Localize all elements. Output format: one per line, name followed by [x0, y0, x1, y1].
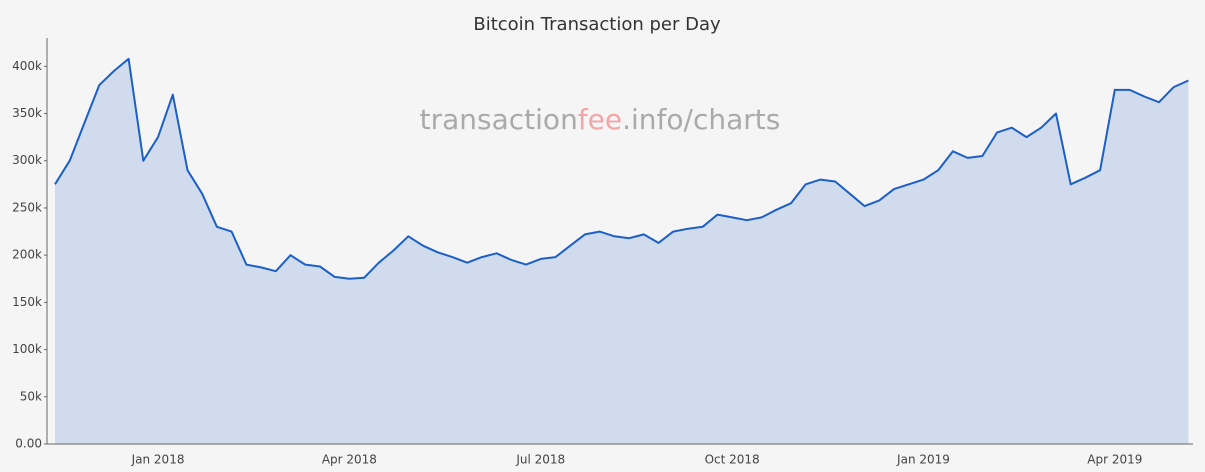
x-tick-label: Jul 2018 [515, 453, 565, 467]
y-tick-label: 250k [12, 200, 42, 214]
y-tick-label: 200k [12, 248, 42, 262]
chart-title: Bitcoin Transaction per Day [473, 14, 721, 35]
area [55, 58, 1189, 445]
watermark-part: transaction [420, 103, 578, 136]
x-tick-label: Apr 2019 [1087, 453, 1142, 467]
y-tick-label: 0.00 [15, 437, 42, 451]
x-tick-label: Oct 2018 [705, 453, 760, 467]
y-tick-label: 50k [20, 389, 42, 403]
watermark-part: fee [578, 103, 622, 136]
y-tick-label: 100k [12, 342, 42, 356]
x-tick-label: Jan 2019 [896, 453, 950, 467]
y-tick-label: 300k [12, 153, 42, 167]
watermark-part: .info/charts [622, 103, 780, 136]
x-tick-label: Jan 2018 [131, 453, 185, 467]
line [54, 57, 1189, 280]
y-tick-label: 150k [12, 295, 42, 309]
y-tick-label: 400k [12, 59, 42, 73]
watermark: transactionfee.info/charts [420, 103, 781, 136]
y-tick-label: 350k [12, 106, 42, 120]
x-tick-label: Apr 2018 [322, 453, 377, 467]
